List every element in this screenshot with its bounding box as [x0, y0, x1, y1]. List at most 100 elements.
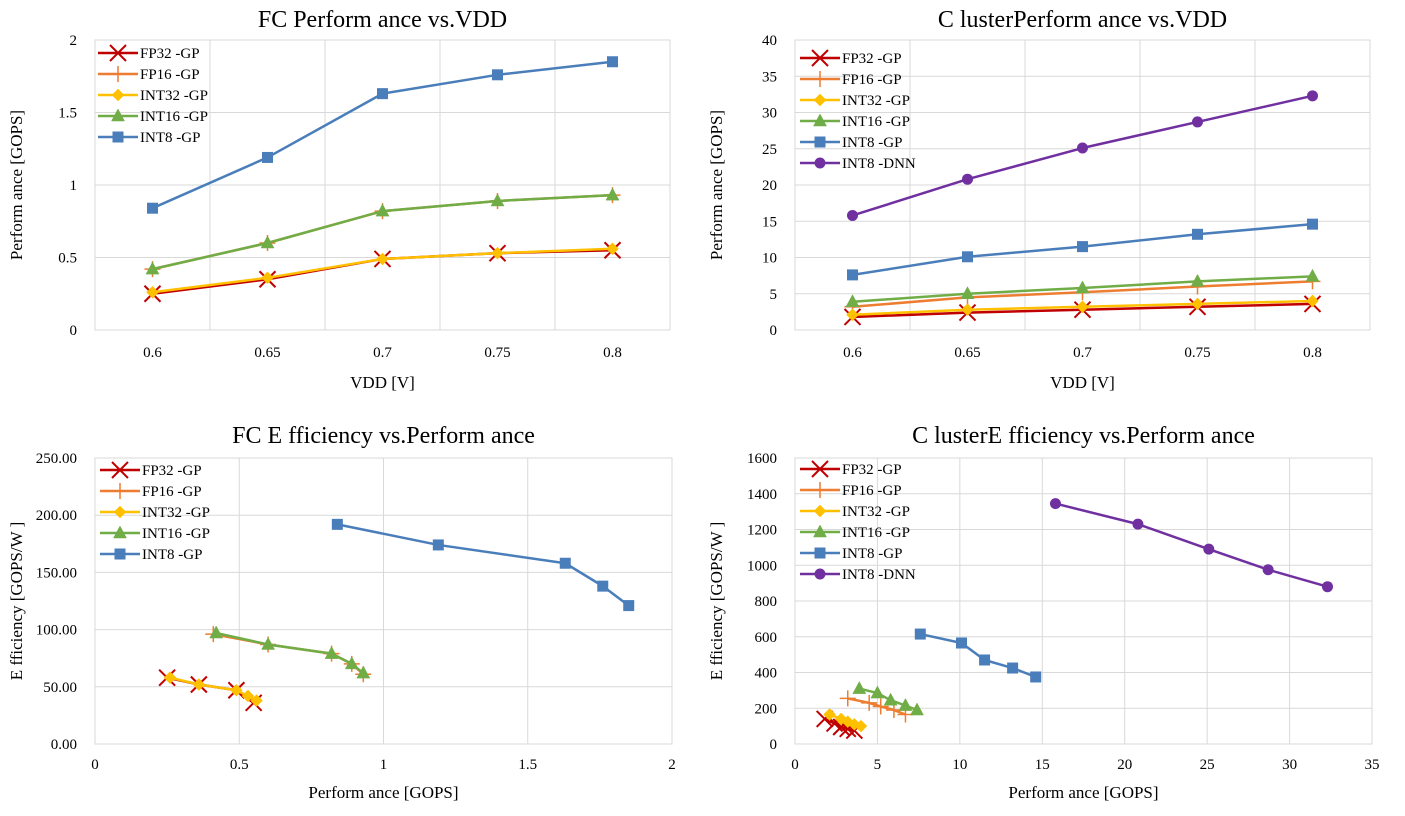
data-point-int32-gp	[1076, 300, 1089, 314]
y-tick-label: 0	[770, 323, 778, 339]
y-tick-label: 10	[762, 251, 777, 267]
series-int8-gp	[147, 56, 618, 214]
y-tick-label: 2	[70, 33, 78, 49]
data-point-int8-gp	[1192, 228, 1203, 240]
data-point-fp16-gp	[872, 698, 889, 715]
data-point-int8-gp	[262, 151, 273, 163]
plot-area-border	[794, 457, 1373, 745]
y-axis-label: Perform ance [GOPS]	[707, 110, 726, 260]
data-point-int8-gp	[1307, 218, 1318, 230]
legend-item-int16-gp: INT16 -GP	[100, 525, 210, 542]
legend-marker	[114, 548, 126, 560]
legend-item-int32-gp: INT32 -GP	[800, 93, 910, 109]
legend-label: FP16 -GP	[842, 72, 902, 88]
legend: FP32 -GP FP16 -GP INT32 -GP INT16 -GP INT8 -…	[98, 44, 208, 146]
x-tick-label: 0	[91, 757, 99, 773]
y-tick-label: 200.00	[36, 508, 77, 524]
data-point-int16-gp	[490, 193, 505, 207]
legend-item-fp32-gp: FP32 -GP	[98, 44, 200, 62]
legend-label: INT32 -GP	[842, 93, 910, 109]
series-line-int8-dnn	[1055, 502, 1328, 588]
chart-title: FC E fficiency vs.Perform ance	[232, 423, 535, 449]
legend: FP32 -GP FP16 -GP INT32 -GP INT16 -GP INT8 -…	[800, 49, 916, 172]
legend-item-int16-gp: INT16 -GP	[98, 108, 208, 125]
legend-item-int32-gp: INT32 -GP	[100, 505, 210, 521]
y-tick-label: 40	[762, 33, 777, 49]
x-tick-label: 0.7	[373, 345, 392, 361]
data-point-int16-gp	[852, 681, 867, 694]
legend-marker	[814, 547, 826, 559]
legend-item-int8-dnn: INT8 -DNN	[800, 156, 916, 172]
series-line-fp16-gp	[213, 632, 365, 676]
data-point-int16-gp	[356, 665, 371, 679]
series-line-int8-dnn	[852, 94, 1313, 217]
data-point-int8-gp	[607, 56, 618, 68]
y-axis-label: E fficiency [GOPS/W ]	[707, 522, 726, 680]
legend-marker	[813, 504, 827, 518]
data-point-int16-gp	[883, 692, 898, 706]
series-int8-gp	[914, 628, 1042, 683]
legend-item-int8-gp: INT8 -GP	[800, 546, 902, 562]
data-point-int32-gp	[230, 683, 243, 697]
data-point-int8-gp	[979, 654, 991, 666]
legend-label: FP16 -GP	[842, 483, 902, 499]
data-point-int16-gp	[1075, 280, 1090, 294]
y-tick-label: 400	[755, 666, 778, 682]
data-point-int32-gp	[823, 708, 836, 721]
legend-item-fp32-gp: FP32 -GP	[100, 461, 202, 479]
y-tick-label: 100.00	[36, 623, 77, 639]
x-tick-label: 0.8	[603, 345, 622, 361]
legend-label: FP16 -GP	[142, 484, 202, 500]
legend-label: INT32 -GP	[842, 504, 910, 520]
legend-marker	[814, 136, 826, 148]
data-point-int16-gp	[960, 286, 975, 299]
data-point-int32-gp	[146, 285, 159, 299]
y-tick-label: 50.00	[43, 680, 77, 696]
legend-marker	[813, 113, 827, 127]
y-tick-label: 15	[762, 214, 777, 230]
data-point-int32-gp	[1191, 297, 1204, 311]
data-point-int32-gp	[854, 719, 868, 733]
data-point-int8-dnn	[1077, 142, 1088, 154]
series-int16-gp	[209, 625, 371, 679]
data-point-int32-gp	[606, 242, 619, 256]
y-tick-label: 1400	[747, 487, 777, 503]
legend-item-int32-gp: INT32 -GP	[98, 88, 208, 104]
y-tick-label: 35	[762, 69, 777, 85]
legend-marker	[814, 568, 826, 580]
x-tick-label: 10	[952, 757, 967, 773]
data-point-int32-gp	[1306, 294, 1319, 308]
y-tick-label: 1200	[747, 523, 777, 539]
legend: FP32 -GP FP16 -GP INT32 -GP INT16 -GP INT8 -…	[100, 461, 210, 563]
legend-marker	[109, 44, 127, 62]
legend-label: INT16 -GP	[142, 526, 210, 542]
x-axis-label: Perform ance [GOPS]	[1008, 783, 1158, 802]
data-point-int32-gp	[192, 678, 206, 691]
legend-marker	[814, 157, 826, 169]
data-point-int8-gp	[597, 580, 609, 592]
x-tick-label: 2	[668, 757, 676, 773]
legend-item-fp16-gp: FP16 -GP	[100, 483, 202, 500]
x-tick-label: 0	[791, 757, 799, 773]
data-point-int16-gp	[260, 235, 275, 249]
legend-item-int8-gp: INT8 -GP	[800, 135, 902, 151]
legend-marker	[112, 131, 124, 143]
legend-item-int8-gp: INT8 -GP	[100, 547, 202, 563]
series-int16-gp	[845, 268, 1320, 307]
x-tick-label: 30	[1282, 757, 1297, 773]
x-tick-label: 1.5	[518, 757, 537, 773]
series-line-int16-gp	[215, 631, 365, 675]
legend-label: INT8 -DNN	[842, 567, 916, 583]
legend-label: INT16 -GP	[842, 114, 910, 130]
data-point-int8-gp	[377, 88, 388, 100]
data-point-int8-dnn	[1321, 581, 1333, 593]
legend-label: FP16 -GP	[140, 67, 200, 83]
x-tick-label: 0.5	[230, 757, 249, 773]
y-tick-label: 0.5	[58, 251, 77, 267]
data-point-int16-gp	[261, 636, 276, 650]
legend-marker	[113, 525, 127, 539]
x-tick-label: 35	[1365, 757, 1380, 773]
series-int32-gp	[163, 671, 263, 707]
series-line-int8-gp	[920, 632, 1037, 679]
y-tick-label: 800	[755, 594, 778, 610]
